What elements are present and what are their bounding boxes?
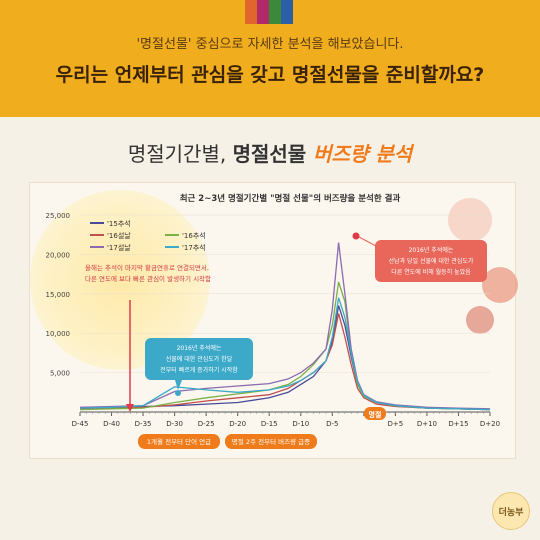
y-tick-label: 10,000 [46, 330, 71, 338]
y-tick-label: 5,000 [50, 370, 70, 378]
x-tick-label: D-40 [103, 420, 120, 428]
annotation-right: 2016년 추석에는 선남과 당일 선물에 대한 관심도가 다른 연도에 비해 … [352, 232, 487, 282]
x-tick-label: D-25 [198, 420, 215, 428]
annotation-bottom-2: 명절 2주 전부터 버즈량 급증 [232, 437, 310, 446]
annotation-bottom: 1개월 전부터 단어 언급 명절 2주 전부터 버즈량 급증 명절 [138, 407, 386, 449]
series-line [79, 305, 491, 411]
chart-lines [79, 242, 491, 411]
annotation-right-text-1: 2016년 추석에는 [409, 246, 454, 254]
annotation-left: 올해는 추석이 마지막 황금연휴로 연결되면서, 다른 연도에 보다 빠른 관심… [85, 263, 211, 412]
x-tick-label: D+20 [480, 420, 500, 428]
section-title-part2: 명절선물 [232, 142, 314, 166]
x-tick-label: D+10 [417, 420, 437, 428]
section-title-part3: 버즈량 분석 [313, 142, 413, 166]
chart-legend: '15추석 '16설날 '16추석 '17설날 '17추석 [90, 219, 206, 252]
series-line [79, 313, 491, 411]
series-line [79, 242, 491, 410]
x-tick-label: D-35 [135, 420, 152, 428]
x-tick-label: D+5 [388, 420, 404, 428]
x-tick-label: D-45 [72, 420, 89, 428]
annotation-middle-text-3: 전부터 빠르게 증가하기 시작함 [160, 366, 238, 374]
annotation-middle-text-1: 2016년 추석에는 [177, 344, 222, 352]
holiday-marker-label: 명절 [369, 410, 382, 419]
annotation-right-text-3: 다른 연도에 비해 월등히 높았음 [391, 268, 471, 276]
ribbon-decoration [245, 0, 293, 24]
x-tick-label: D+15 [448, 420, 468, 428]
legend-label: '17설날 [107, 243, 131, 252]
header-subtitle: '명절선물' 중심으로 자세한 분석을 해보았습니다. [136, 37, 404, 52]
x-tick-label: D-5 [326, 420, 338, 428]
section-title: 명절기간별, 명절선물 버즈량 분석 [0, 138, 540, 167]
y-tick-label: 25,000 [46, 212, 71, 220]
header-headline: 우리는 언제부터 관심을 갖고 명절선물을 준비할까요? [55, 64, 485, 86]
annotation-right-text-2: 선남과 당일 선물에 대한 관심도가 [389, 257, 474, 265]
series-line [79, 297, 491, 411]
legend-label: '16추석 [182, 231, 206, 240]
y-tick-label: 15,000 [46, 291, 71, 299]
brand-logo: 더농부 [492, 492, 530, 530]
x-tick-label: D-15 [261, 420, 278, 428]
header-banner: '명절선물' 중심으로 자세한 분석을 해보았습니다. 우리는 언제부터 관심을… [0, 0, 540, 117]
annotation-bottom-1: 1개월 전부터 단어 언급 [147, 437, 211, 446]
x-tick-label: D-30 [166, 420, 183, 428]
annotation-middle: 2016년 추석에는 선물에 대한 관심도가 한달 전부터 빠르게 증가하기 시… [145, 338, 253, 396]
section-title-part1: 명절기간별, [127, 142, 233, 166]
y-tick-label: 20,000 [46, 251, 71, 259]
x-tick-label: D-10 [292, 420, 309, 428]
annotation-left-text-1: 올해는 추석이 마지막 황금연휴로 연결되면서, [85, 263, 209, 272]
x-tick-label: D-20 [229, 420, 246, 428]
annotation-middle-text-2: 선물에 대한 관심도가 한달 [166, 355, 233, 363]
series-line [79, 281, 491, 411]
annotation-left-text-2: 다른 연도에 보다 빠른 관심이 발생하기 시작함 [85, 274, 211, 283]
legend-label: '17추석 [182, 243, 206, 252]
persimmon-decoration [448, 198, 518, 334]
legend-label: '16설날 [107, 231, 131, 240]
chart-title: 최근 2~3년 명절기간별 "명절 선물"의 버즈량을 분석한 결과 [180, 193, 401, 204]
legend-label: '15추석 [107, 219, 131, 228]
